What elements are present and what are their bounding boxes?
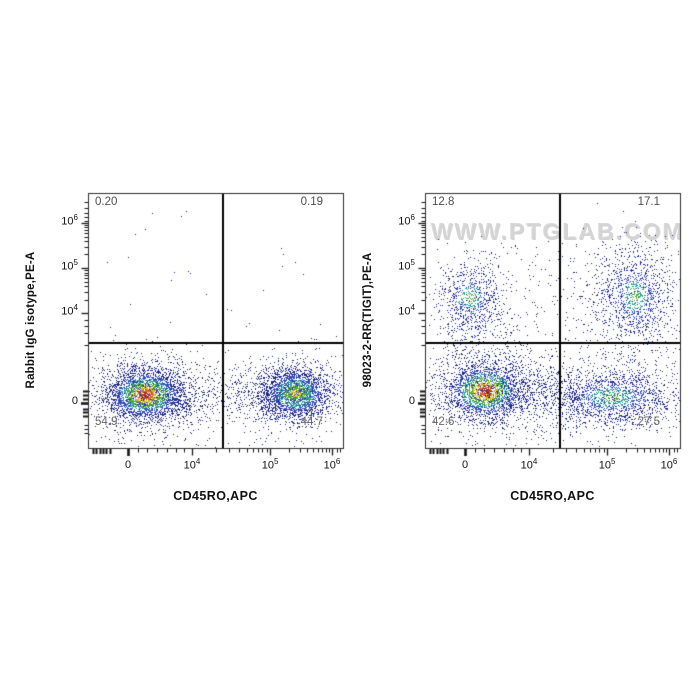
y-tick-label: 106 — [398, 213, 415, 228]
quadrant-percent-lower-right: 27.5 — [637, 416, 660, 428]
y-tick-label: 104 — [61, 303, 78, 318]
x-tick-label: 105 — [598, 457, 616, 472]
quadrant-percent-lower-right: 44.7 — [300, 416, 323, 428]
x-tick-label: 0 — [461, 459, 469, 471]
y-tick-label: 105 — [61, 257, 78, 273]
quadrant-percent-lower-left: 42.6 — [432, 416, 455, 428]
y-tick-label: 0 — [71, 395, 78, 408]
x-tick-label: 104 — [520, 457, 538, 472]
quadrant-percent-upper-right: 17.1 — [637, 196, 660, 208]
quadrant-percent-upper-left: 12.8 — [432, 196, 455, 208]
y-tick-label: 104 — [398, 303, 415, 318]
y-tick-label: 105 — [398, 257, 415, 273]
quadrant-percent-lower-left: 54.9 — [95, 416, 118, 428]
y-tick-label: 106 — [61, 213, 78, 228]
quadrant-percent-upper-right: 0.19 — [300, 196, 323, 208]
x-tick-label: 105 — [261, 457, 279, 472]
quadrant-percent-upper-left: 0.20 — [95, 196, 118, 208]
x-tick-label: 104 — [183, 457, 201, 472]
x-axis-label: CD45RO,APC — [510, 489, 595, 503]
x-axis-label: CD45RO,APC — [173, 489, 258, 503]
scatter-plot-canvas — [74, 190, 347, 464]
scatter-plot-canvas — [411, 190, 684, 464]
y-tick-label: 0 — [408, 395, 415, 408]
x-tick-label: 0 — [124, 459, 132, 471]
x-tick-label: 106 — [660, 457, 678, 472]
x-tick-label: 106 — [323, 457, 341, 472]
